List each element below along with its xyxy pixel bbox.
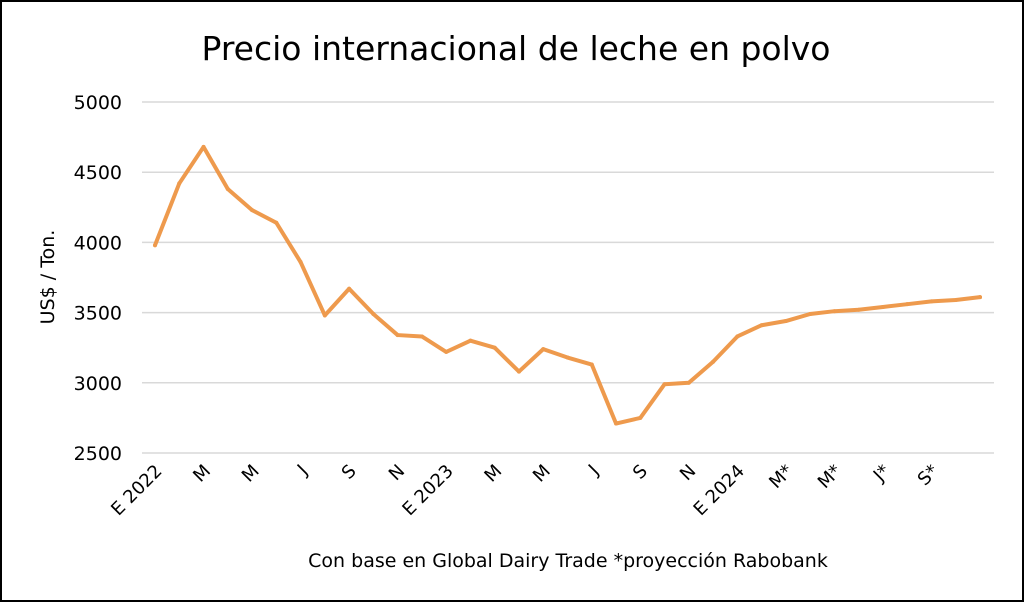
data-point — [444, 349, 449, 354]
x-tick-label: M — [189, 461, 215, 487]
x-tick-label: M — [480, 461, 506, 487]
data-point — [614, 421, 619, 426]
data-point — [880, 304, 885, 309]
y-axis-label: US$ / Ton. — [37, 230, 59, 325]
series-group — [153, 144, 982, 426]
x-tick-label: S — [629, 461, 652, 484]
gridlines — [142, 101, 994, 454]
x-tick-label: N — [676, 461, 700, 485]
data-point — [929, 299, 934, 304]
y-tick-label: 3000 — [74, 373, 122, 395]
y-tick-label: 4500 — [74, 162, 122, 184]
data-point — [177, 181, 182, 186]
data-point — [978, 295, 982, 300]
price-line — [153, 144, 982, 426]
data-point — [250, 208, 255, 213]
x-tick-label: M* — [765, 461, 797, 493]
data-point — [419, 334, 424, 339]
y-tick-labels: 2500 3000 3500 4000 4500 5000 — [74, 92, 122, 465]
data-point — [201, 144, 206, 149]
data-point — [783, 319, 788, 324]
x-tick-label: E 2023 — [398, 461, 457, 520]
x-tick-label: M — [238, 461, 264, 487]
x-tick-labels: E 2022 M M J S NE 2023 M M J S NE 2024 M* M* J* S* — [107, 461, 943, 520]
x-tick-label: S — [338, 461, 361, 484]
x-tick-label: J* — [869, 461, 895, 487]
data-point — [347, 286, 352, 291]
data-point — [298, 260, 303, 265]
data-point — [953, 297, 958, 302]
x-tick-label: M* — [814, 461, 846, 493]
data-point — [274, 220, 279, 225]
data-point — [686, 380, 691, 385]
data-point — [711, 359, 716, 364]
data-point — [735, 334, 740, 339]
data-point — [856, 307, 861, 312]
y-tick-label: 3500 — [74, 303, 122, 325]
data-point — [808, 312, 813, 317]
data-point — [492, 345, 497, 350]
x-axis-label: Con base en Global Dairy Trade *proyecci… — [308, 550, 828, 572]
data-point — [153, 243, 157, 248]
data-point — [225, 187, 230, 192]
data-point — [589, 362, 594, 367]
y-tick-label: 5000 — [74, 92, 122, 114]
data-point — [832, 309, 837, 314]
data-point — [516, 369, 521, 374]
data-point — [759, 323, 764, 328]
y-tick-label: 4000 — [74, 232, 122, 254]
chart-title: Precio internacional de leche en polvo — [202, 29, 831, 68]
x-tick-label: J — [584, 461, 603, 480]
data-point — [565, 355, 570, 360]
y-tick-label: 2500 — [74, 443, 122, 465]
x-tick-label: N — [385, 461, 409, 485]
x-tick-label: E 2022 — [107, 461, 166, 520]
data-point — [322, 313, 327, 318]
data-point — [468, 338, 473, 343]
data-point — [541, 347, 546, 352]
x-tick-label: E 2024 — [690, 461, 749, 520]
x-tick-label: M — [529, 461, 555, 487]
data-point — [905, 302, 910, 307]
data-point — [638, 415, 643, 420]
x-tick-label: S* — [914, 461, 943, 490]
data-point — [395, 333, 400, 338]
data-point — [662, 382, 667, 387]
data-point — [371, 312, 376, 317]
x-tick-label: J — [293, 461, 312, 480]
